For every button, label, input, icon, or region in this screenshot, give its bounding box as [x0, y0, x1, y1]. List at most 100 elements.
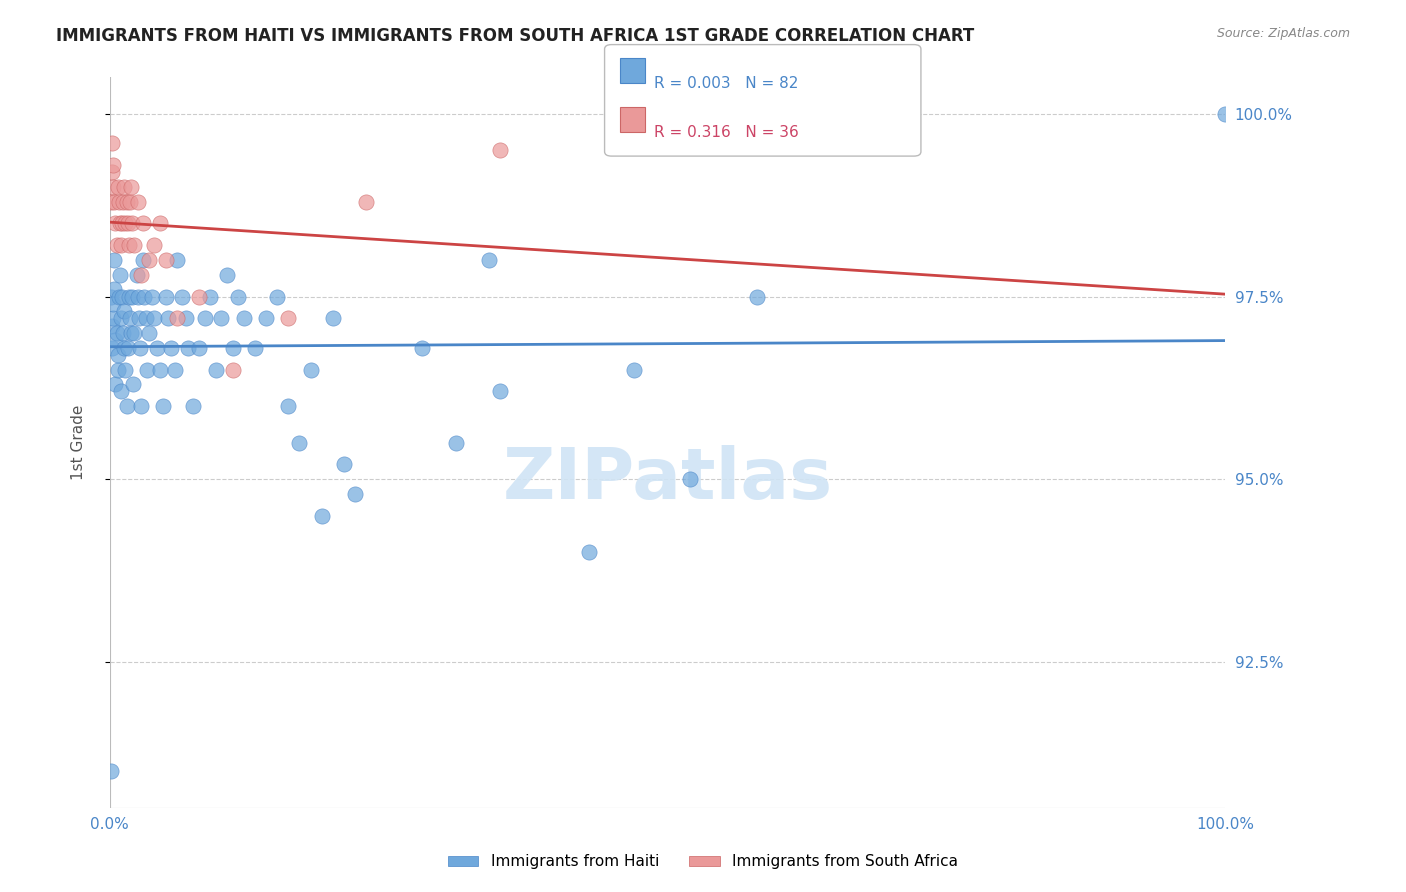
Point: [444, 435, 467, 450]
Point: [103, 194, 125, 209]
Point: [115, 194, 138, 209]
Point: [100, 764, 122, 779]
Point: [111, 289, 134, 303]
Point: [489, 144, 512, 158]
Point: [101, 136, 124, 150]
Text: R = 0.316   N = 36: R = 0.316 N = 36: [654, 125, 799, 140]
Point: [623, 362, 645, 376]
Point: [221, 362, 243, 376]
Point: [100, 289, 122, 303]
Point: [209, 311, 232, 326]
Point: [104, 334, 127, 348]
Point: [174, 311, 197, 326]
Point: [135, 362, 157, 376]
Point: [411, 341, 433, 355]
Point: [111, 217, 134, 231]
Point: [112, 326, 135, 340]
Point: [127, 289, 149, 303]
Point: [107, 194, 129, 209]
Text: IMMIGRANTS FROM HAITI VS IMMIGRANTS FROM SOUTH AFRICA 1ST GRADE CORRELATION CHAR: IMMIGRANTS FROM HAITI VS IMMIGRANTS FROM…: [56, 27, 974, 45]
Point: [105, 238, 128, 252]
Point: [120, 180, 142, 194]
Point: [115, 399, 138, 413]
Point: [110, 311, 132, 326]
Point: [288, 435, 311, 450]
Point: [104, 377, 127, 392]
Point: [132, 217, 155, 231]
Point: [124, 238, 146, 252]
Point: [135, 311, 157, 326]
Y-axis label: 1st Grade: 1st Grade: [72, 405, 86, 480]
Point: [299, 362, 322, 376]
Point: [107, 289, 129, 303]
Point: [226, 289, 249, 303]
Text: R = 0.003   N = 82: R = 0.003 N = 82: [654, 76, 799, 91]
Point: [118, 289, 141, 303]
Point: [156, 311, 179, 326]
Point: [122, 377, 145, 392]
Point: [145, 341, 167, 355]
Point: [121, 217, 143, 231]
Point: [117, 217, 139, 231]
Point: [112, 180, 135, 194]
Point: [578, 545, 600, 559]
Point: [155, 289, 177, 303]
Point: [200, 289, 222, 303]
Point: [188, 341, 211, 355]
Point: [103, 180, 125, 194]
Point: [118, 238, 141, 252]
Point: [489, 384, 512, 399]
Point: [138, 326, 160, 340]
Point: [101, 318, 124, 333]
Point: [103, 158, 125, 172]
Point: [188, 289, 211, 303]
Point: [125, 268, 148, 282]
Point: [103, 311, 125, 326]
Point: [141, 289, 163, 303]
Point: [333, 458, 356, 472]
Point: [120, 326, 142, 340]
Point: [232, 311, 254, 326]
Point: [254, 311, 277, 326]
Point: [112, 194, 135, 209]
Point: [100, 194, 122, 209]
Point: [356, 194, 378, 209]
Point: [172, 289, 194, 303]
Point: [118, 194, 141, 209]
Point: [107, 348, 129, 362]
Point: [322, 311, 344, 326]
Point: [104, 217, 127, 231]
Point: [129, 268, 152, 282]
Point: [108, 217, 131, 231]
Point: [177, 341, 200, 355]
Point: [1213, 107, 1236, 121]
Point: [112, 304, 135, 318]
Text: Source: ZipAtlas.com: Source: ZipAtlas.com: [1216, 27, 1350, 40]
Point: [478, 252, 501, 267]
Point: [107, 362, 129, 376]
Point: [183, 399, 205, 413]
Point: [221, 341, 243, 355]
Legend: Immigrants from Haiti, Immigrants from South Africa: Immigrants from Haiti, Immigrants from S…: [441, 848, 965, 875]
Point: [277, 311, 299, 326]
Point: [129, 399, 152, 413]
Point: [114, 217, 136, 231]
Point: [107, 180, 129, 194]
Point: [266, 289, 288, 303]
Point: [166, 252, 188, 267]
Point: [143, 311, 166, 326]
Point: [121, 289, 143, 303]
Point: [118, 311, 141, 326]
Point: [149, 217, 172, 231]
Point: [105, 326, 128, 340]
Point: [138, 252, 160, 267]
Point: [103, 252, 125, 267]
Point: [194, 311, 217, 326]
Point: [134, 289, 156, 303]
Point: [114, 362, 136, 376]
Point: [745, 289, 768, 303]
Point: [679, 472, 702, 486]
Point: [124, 326, 146, 340]
Point: [110, 384, 132, 399]
Point: [117, 341, 139, 355]
